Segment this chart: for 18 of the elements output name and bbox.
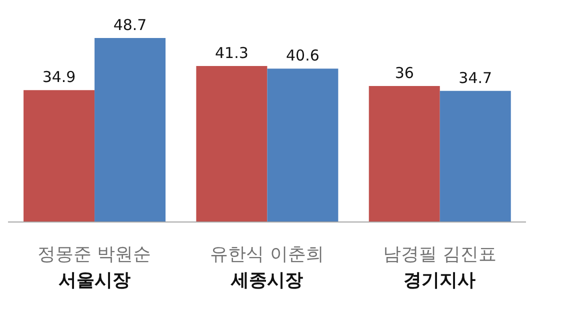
data-label: 34.7 [458,68,492,87]
data-label: 34.9 [42,68,76,86]
text: 남경필 김진표 [382,244,497,265]
text: 정몽준 박원순 [37,244,152,265]
bar [196,66,268,222]
data-label: 48.7 [113,16,147,34]
x-tick-label: 세종시장 [230,270,303,291]
bar [24,90,95,222]
data-label: 36 [394,64,414,82]
text: 유한식 이춘희 [210,244,324,265]
x-tick-label: 서울시장 [58,270,130,291]
bar [267,68,338,222]
bar [368,86,440,222]
bar [94,38,166,222]
bar [440,90,511,222]
x-tick-label: 경기지사 [404,270,476,291]
data-label: 40.6 [286,46,320,65]
data-label: 41.3 [215,44,248,62]
